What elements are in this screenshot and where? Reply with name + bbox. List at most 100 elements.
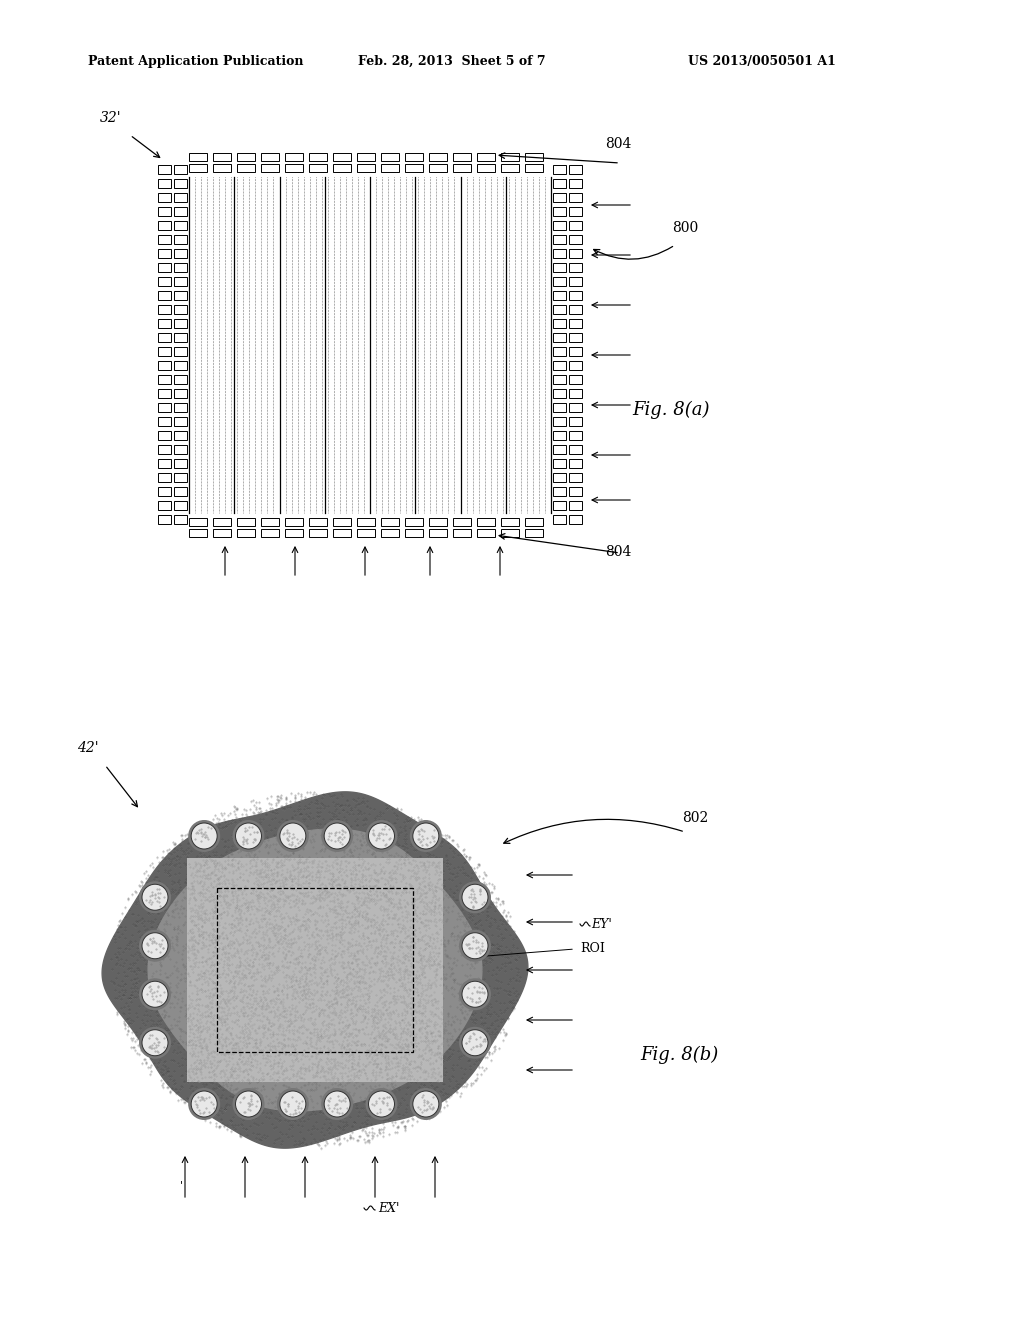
Point <box>224 1057 241 1078</box>
Point <box>250 960 266 981</box>
Point <box>162 1018 178 1039</box>
Point <box>243 883 259 904</box>
Point <box>360 847 377 869</box>
Point <box>285 902 301 923</box>
Point <box>300 945 316 966</box>
Point <box>265 880 282 902</box>
Point <box>428 1051 444 1072</box>
Point <box>255 921 271 942</box>
Point <box>306 989 323 1010</box>
Point <box>300 960 316 981</box>
Point <box>150 941 166 962</box>
Point <box>421 968 437 989</box>
Point <box>234 1003 251 1024</box>
Point <box>307 902 324 923</box>
Point <box>284 970 300 991</box>
Point <box>129 941 145 962</box>
Point <box>414 940 430 961</box>
Point <box>388 805 404 826</box>
Point <box>230 1056 247 1077</box>
Point <box>124 884 140 906</box>
Point <box>290 1101 306 1122</box>
Point <box>394 986 411 1007</box>
Point <box>369 1006 385 1027</box>
Point <box>301 869 317 890</box>
Point <box>392 896 409 917</box>
Point <box>327 949 343 970</box>
Point <box>373 1022 389 1043</box>
Point <box>205 904 221 925</box>
Point <box>279 939 295 960</box>
Point <box>334 1068 350 1089</box>
Point <box>208 961 224 982</box>
Point <box>296 977 312 998</box>
Point <box>294 894 310 915</box>
Point <box>209 884 225 906</box>
Point <box>495 912 511 933</box>
Point <box>316 1026 333 1047</box>
Point <box>260 1019 276 1040</box>
Point <box>299 985 315 1006</box>
Point <box>190 1036 207 1057</box>
Point <box>293 805 309 826</box>
Point <box>380 828 396 849</box>
Point <box>334 982 350 1003</box>
Point <box>253 975 269 997</box>
Point <box>197 913 213 935</box>
Point <box>216 866 232 887</box>
Point <box>408 1052 424 1073</box>
Point <box>194 894 210 915</box>
Point <box>150 957 166 978</box>
Point <box>366 1003 382 1024</box>
Point <box>125 954 141 975</box>
Point <box>413 904 429 925</box>
Point <box>343 946 359 968</box>
Point <box>376 1026 392 1047</box>
Point <box>216 1034 232 1055</box>
Point <box>215 964 231 985</box>
Point <box>482 932 499 953</box>
Point <box>366 898 382 919</box>
Point <box>261 1012 278 1034</box>
Point <box>261 940 278 961</box>
Point <box>153 972 169 993</box>
Point <box>414 949 430 970</box>
Point <box>239 1034 255 1055</box>
Point <box>249 921 265 942</box>
Point <box>364 1048 380 1069</box>
Point <box>198 994 214 1015</box>
Point <box>272 1034 289 1055</box>
Point <box>321 1057 337 1078</box>
Point <box>288 1035 304 1056</box>
Point <box>250 1018 266 1039</box>
Point <box>377 869 393 890</box>
Point <box>338 1008 354 1030</box>
Point <box>477 982 494 1003</box>
Point <box>360 1048 377 1069</box>
Point <box>284 899 300 920</box>
Point <box>182 941 199 962</box>
Point <box>212 986 228 1007</box>
Point <box>495 890 511 911</box>
Point <box>339 958 355 979</box>
Point <box>300 886 316 907</box>
Point <box>382 925 398 946</box>
Point <box>181 898 198 919</box>
Point <box>207 882 223 903</box>
Point <box>224 880 241 902</box>
Point <box>248 1034 264 1055</box>
Point <box>205 1059 221 1080</box>
Point <box>140 903 157 924</box>
Point <box>393 822 410 843</box>
Point <box>232 867 249 888</box>
Point <box>340 1073 356 1094</box>
Point <box>444 999 461 1020</box>
Point <box>242 851 258 873</box>
Point <box>383 942 399 964</box>
Point <box>329 944 345 965</box>
Point <box>406 1038 422 1059</box>
Point <box>255 936 271 957</box>
Point <box>278 939 294 960</box>
Point <box>470 952 486 973</box>
Point <box>452 997 468 1018</box>
